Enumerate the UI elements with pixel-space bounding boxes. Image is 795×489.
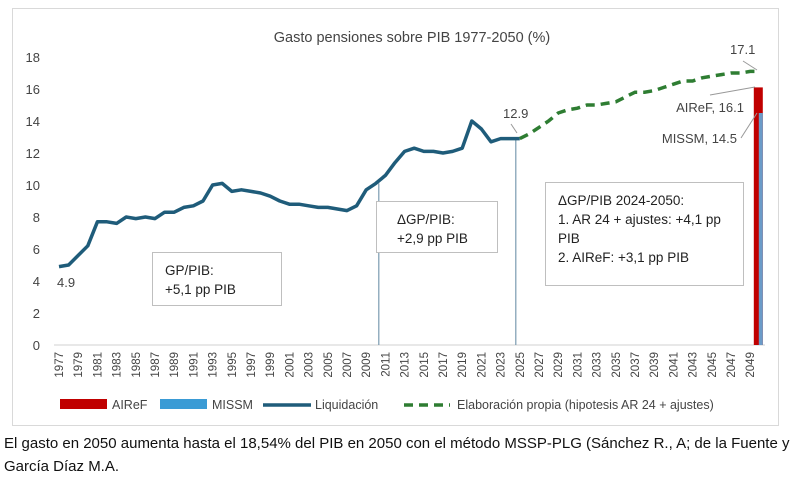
x-tick-label: 1991 xyxy=(188,352,200,378)
leader-line xyxy=(742,60,758,71)
x-tick-label: 1985 xyxy=(131,352,143,378)
x-tick-label: 2049 xyxy=(745,352,757,378)
x-tick-label: 2039 xyxy=(649,352,661,378)
x-tick-label: 1999 xyxy=(265,352,277,378)
x-tick-label: 2009 xyxy=(361,352,373,378)
x-tick-label: 1993 xyxy=(208,352,220,378)
y-tick-label: 4 xyxy=(33,274,40,289)
y-tick-label: 18 xyxy=(26,50,40,65)
y-tick-label: 2 xyxy=(33,306,40,321)
x-tick-label: 2013 xyxy=(400,352,412,378)
data-label-airef: AIReF, 16.1 xyxy=(676,100,744,115)
y-tick-label: 0 xyxy=(33,338,40,353)
bar-missm xyxy=(758,113,763,345)
annotation-box-3: ΔGP/PIB 2024-2050: 1. AR 24 + ajustes: +… xyxy=(545,182,744,286)
leader-line xyxy=(510,123,518,134)
x-tick-label: 2015 xyxy=(419,352,431,378)
data-label-end: 17.1 xyxy=(730,42,755,57)
x-tick-label: 2027 xyxy=(534,352,546,378)
x-tick-label: 2007 xyxy=(342,352,354,378)
data-label-start: 4.9 xyxy=(57,275,75,290)
legend-label-liquidacion: Liquidación xyxy=(315,398,378,412)
x-tick-label: 2043 xyxy=(688,352,700,378)
y-tick-label: 6 xyxy=(33,242,40,257)
x-tick-label: 2019 xyxy=(457,352,469,378)
leader-line xyxy=(709,86,756,96)
annotation-line: 2. AIReF: +3,1 pp PIB xyxy=(558,250,689,265)
y-tick-label: 12 xyxy=(26,146,40,161)
x-tick-label: 2025 xyxy=(515,352,527,378)
annotation-line: ΔGP/PIB: xyxy=(397,212,455,227)
x-tick-label: 2047 xyxy=(726,352,738,378)
x-tick-label: 2001 xyxy=(284,352,296,378)
x-tick-label: 1989 xyxy=(169,352,181,378)
chart-title: Gasto pensiones sobre PIB 1977-2050 (%) xyxy=(274,30,550,46)
legend-swatch-missm xyxy=(160,399,207,409)
annotation-line: ΔGP/PIB 2024-2050: xyxy=(558,193,685,208)
x-tick-label: 1983 xyxy=(112,352,124,378)
x-tick-label: 1977 xyxy=(54,352,66,378)
x-tick-label: 2033 xyxy=(592,352,604,378)
bar-airef xyxy=(753,87,763,346)
y-tick-label: 10 xyxy=(26,178,40,193)
annotation-box-2: ΔGP/PIB: +2,9 pp PIB xyxy=(376,201,498,253)
x-tick-label: 2011 xyxy=(380,352,392,377)
x-tick-label: 1997 xyxy=(246,352,258,378)
x-tick-label: 2045 xyxy=(707,352,719,378)
y-tick-label: 14 xyxy=(26,114,40,129)
chart-frame xyxy=(12,8,779,426)
legend-label-missm: MISSM xyxy=(212,398,253,412)
x-tick-label: 2037 xyxy=(630,352,642,378)
legend-label-airef: AIReF xyxy=(112,398,148,412)
chart: Gasto pensiones sobre PIB 1977-2050 (%) 0… xyxy=(26,30,765,412)
x-tick-label: 1981 xyxy=(92,352,104,378)
y-tick-label: 16 xyxy=(26,82,40,97)
x-tick-label: 1979 xyxy=(73,352,85,378)
leader-line xyxy=(740,112,758,139)
legend-swatch-airef xyxy=(60,399,107,409)
x-tick-label: 2031 xyxy=(572,352,584,378)
x-tick-label: 2029 xyxy=(553,352,565,378)
series-line-elaboracion-propia xyxy=(519,69,760,141)
x-tick-label: 2003 xyxy=(304,352,316,378)
annotation-line: +2,9 pp PIB xyxy=(397,231,468,246)
annotation-line: +5,1 pp PIB xyxy=(165,282,236,297)
x-tick-label: 2005 xyxy=(323,352,335,378)
x-tick-label: 2041 xyxy=(668,352,680,378)
x-tick-label: 1987 xyxy=(150,352,162,378)
x-tick-label: 2035 xyxy=(611,352,623,378)
data-label-2025: 12.9 xyxy=(503,106,528,121)
x-tick-label: 1995 xyxy=(227,352,239,378)
series-line-liquidacion xyxy=(58,119,520,269)
x-tick-label: 2017 xyxy=(438,352,450,378)
annotation-line: 1. AR 24 + ajustes: +4,1 pp PIB xyxy=(558,212,721,246)
x-tick-label: 2021 xyxy=(476,352,488,378)
legend-label-elaboracion-propia: Elaboración propia (hipotesis AR 24 + aj… xyxy=(457,398,714,412)
annotation-line: GP/PIB: xyxy=(165,263,214,278)
x-tick-label: 2023 xyxy=(496,352,508,378)
caption: El gasto en 2050 aumenta hasta el 18,54%… xyxy=(4,435,790,475)
data-label-missm: MISSM, 14.5 xyxy=(662,131,737,146)
y-tick-label: 8 xyxy=(33,210,40,225)
annotation-box-1: GP/PIB: +5,1 pp PIB xyxy=(152,252,282,306)
